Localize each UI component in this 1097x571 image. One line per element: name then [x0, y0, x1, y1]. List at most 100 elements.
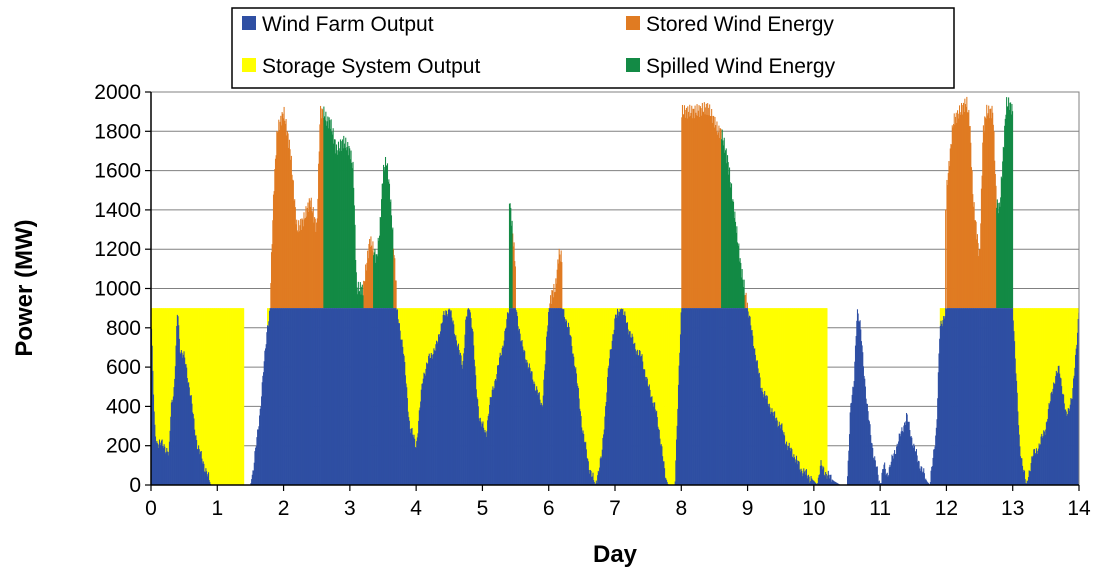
- storage-bar: [584, 308, 586, 443]
- spilled-bar: [1000, 176, 1002, 309]
- storage-bar: [431, 308, 433, 355]
- wind-bar: [200, 451, 202, 485]
- wind-bar: [1053, 382, 1055, 485]
- stored-bar: [287, 133, 289, 309]
- wind-bar: [307, 308, 309, 485]
- stored-bar: [959, 114, 961, 309]
- storage-bar: [219, 308, 221, 485]
- spilled-bar: [377, 256, 379, 309]
- storage-bar: [528, 308, 530, 364]
- spilled-bar: [996, 199, 998, 309]
- wind-bar: [434, 350, 436, 485]
- storage-bar: [664, 308, 666, 469]
- storage-bar: [654, 308, 656, 410]
- stored-bar: [695, 115, 697, 309]
- storage-bar: [502, 308, 505, 347]
- stored-bar: [709, 104, 711, 309]
- stored-bar: [702, 111, 704, 309]
- wind-bar: [322, 308, 324, 485]
- storage-bar: [675, 308, 677, 461]
- wind-bar: [719, 308, 721, 485]
- wind-bar: [884, 462, 886, 485]
- wind-bar: [1001, 308, 1003, 485]
- storage-bar: [600, 308, 602, 457]
- stored-bar: [290, 155, 292, 309]
- storage-bar: [575, 308, 577, 368]
- storage-bar: [171, 308, 173, 400]
- storage-bar: [774, 308, 776, 412]
- wind-bar: [394, 308, 396, 485]
- storage-bar: [497, 308, 499, 366]
- storage-bar: [813, 308, 815, 482]
- wind-bar: [445, 311, 448, 485]
- stored-bar: [977, 243, 979, 309]
- wind-bar: [278, 308, 280, 485]
- wind-bar: [1056, 373, 1058, 485]
- wind-bar: [450, 310, 452, 485]
- storage-bar: [396, 308, 398, 310]
- storage-bar: [798, 308, 800, 462]
- wind-bar: [538, 392, 540, 485]
- stored-bar: [964, 104, 967, 309]
- spilled-bar: [511, 220, 513, 309]
- wind-bar: [811, 479, 813, 485]
- storage-bar: [791, 308, 794, 457]
- stored-bar: [990, 108, 992, 309]
- storage-bar: [673, 308, 675, 485]
- storage-bar: [753, 308, 755, 349]
- wind-bar: [548, 312, 550, 485]
- spilled-bar: [388, 179, 390, 309]
- storage-bar: [1069, 308, 1071, 405]
- wind-bar: [717, 308, 719, 485]
- storage-bar: [268, 308, 271, 311]
- wind-bar: [467, 309, 469, 485]
- stored-bar: [369, 239, 371, 309]
- wind-bar: [675, 439, 678, 485]
- storage-bar: [815, 308, 817, 484]
- wind-bar: [923, 468, 925, 485]
- wind-bar: [586, 457, 588, 485]
- wind-bar: [1009, 308, 1011, 485]
- wind-bar: [1025, 483, 1027, 485]
- storage-bar: [422, 308, 424, 379]
- wind-bar: [1018, 425, 1020, 485]
- stored-bar: [275, 155, 277, 309]
- stored-bar: [693, 118, 695, 309]
- stored-bar: [955, 116, 957, 309]
- storage-bar: [534, 308, 536, 384]
- storage-bar: [585, 308, 587, 450]
- legend-label-storage: Storage System Output: [262, 55, 480, 78]
- stored-bar: [951, 125, 953, 309]
- storage-bar: [429, 308, 431, 359]
- storage-bar: [496, 308, 498, 375]
- wind-bar: [684, 308, 686, 485]
- stored-bar: [986, 104, 988, 309]
- stored-bar: [967, 112, 969, 309]
- storage-bar: [649, 308, 651, 390]
- storage-bar: [602, 308, 604, 438]
- y-tick-label: 1600: [94, 160, 141, 183]
- storage-bar: [1057, 308, 1059, 373]
- wind-bar: [756, 360, 758, 485]
- wind-bar: [751, 330, 753, 485]
- wind-bar: [770, 411, 772, 485]
- wind-bar: [278, 308, 280, 485]
- storage-bar: [630, 308, 632, 338]
- storage-bar: [569, 308, 571, 336]
- storage-bar: [601, 308, 603, 450]
- stored-bar: [270, 283, 272, 309]
- storage-bar: [174, 308, 176, 379]
- wind-bar: [935, 427, 937, 485]
- storage-bar: [1046, 308, 1048, 422]
- storage-bar: [1027, 308, 1029, 482]
- wind-bar: [935, 435, 937, 485]
- storage-bar: [769, 308, 771, 408]
- wind-bar: [545, 350, 547, 485]
- wind-bar: [300, 308, 302, 485]
- y-tick-label: 1400: [94, 199, 141, 222]
- stored-bar: [309, 200, 311, 309]
- wind-bar: [660, 445, 662, 485]
- stored-bar: [305, 206, 307, 309]
- wind-bar: [733, 308, 735, 485]
